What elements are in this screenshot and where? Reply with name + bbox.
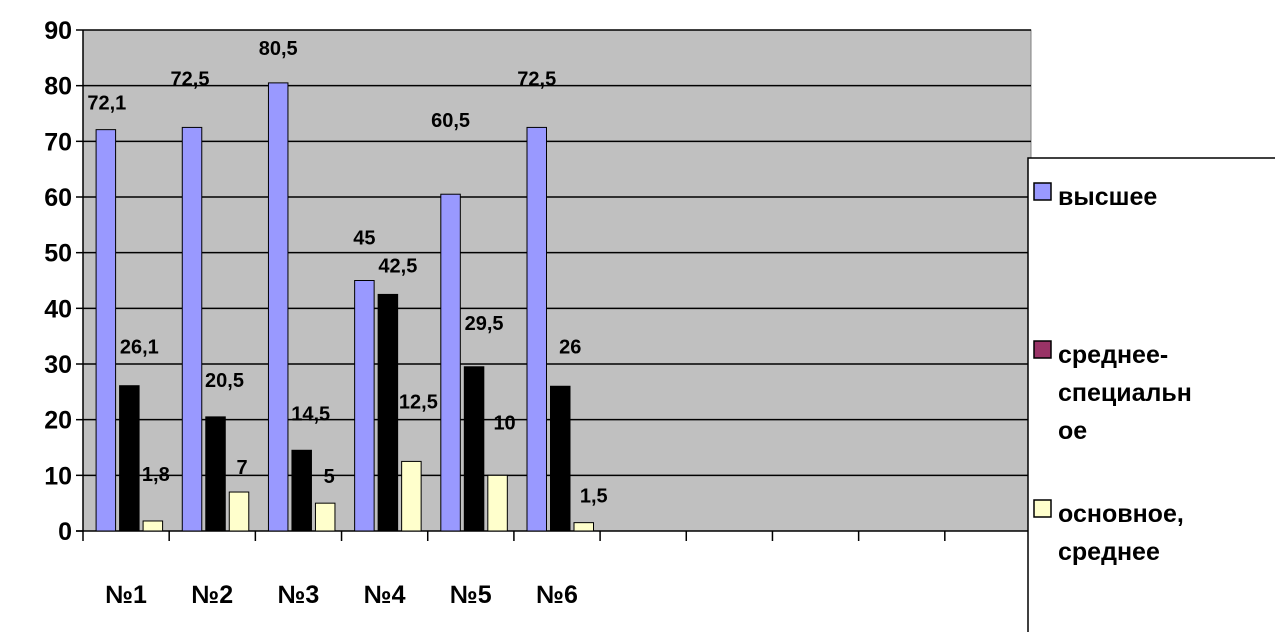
bar [573,522,594,532]
x-tick-label: №3 [278,581,320,609]
data-label: 45 [353,228,375,250]
bar [267,82,289,532]
bar [95,129,117,532]
bar [526,126,547,532]
y-tick-label: 80 [44,73,72,101]
y-tick-label: 50 [44,240,72,268]
data-label: 26 [559,336,581,358]
bar [487,474,508,532]
data-label: 26,1 [120,337,159,359]
x-axis: №1 №2 №3 №4 №5 №6 [76,530,1032,609]
data-label: 60,5 [431,110,470,132]
bar [181,126,203,532]
y-tick-label: 60 [44,184,72,212]
legend-label: основное, [1058,500,1184,528]
x-tick-label: №4 [364,581,406,609]
data-label: 10 [493,412,515,434]
bar [354,280,375,532]
data-label: 72,5 [171,68,210,90]
data-label: 72,1 [87,93,126,115]
y-tick-label: 40 [44,295,72,323]
bar [228,491,250,532]
legend-swatch [1033,499,1052,518]
bar [377,293,399,532]
y-tick-label: 20 [44,407,72,435]
y-tick-label: 0 [58,518,72,546]
x-tick-label: №5 [450,581,492,609]
bar [205,416,226,532]
data-label: 42,5 [378,255,417,277]
bar [401,460,422,532]
legend-label: среднее- [1058,341,1168,369]
y-tick-label: 30 [44,351,72,379]
x-tick-label: №2 [191,581,233,609]
data-label: 20,5 [205,370,244,392]
legend: высшее среднее-специальн ое основное, средне… [1027,157,1275,632]
data-label: 5 [324,466,335,488]
bar [291,449,312,532]
data-label: 29,5 [465,313,504,335]
legend-label: специальн [1058,379,1192,407]
legend-box [1027,157,1275,632]
x-tick-label: №1 [105,581,147,609]
data-label: 72,5 [517,68,556,90]
data-labels: 72,1 72,5 80,5 45 60,5 72,5 26,1 20,5 14,5 42,5 29… [87,38,607,508]
data-label: 12,5 [399,391,438,413]
gridlines [83,29,1031,477]
legend-label: высшее [1058,183,1157,211]
y-axis: 0 10 20 30 40 50 60 70 80 90 [44,17,84,546]
y-tick-label: 90 [44,17,72,45]
bar [550,385,571,532]
bar [119,385,140,532]
bars [95,82,594,532]
data-label: 1,8 [142,464,170,486]
legend-label: среднее [1058,538,1160,566]
data-label: 80,5 [259,38,298,60]
y-tick-label: 70 [44,128,72,156]
x-tick-label: №6 [536,581,578,609]
bar [463,366,485,532]
bar [142,520,164,532]
data-label: 1,5 [580,486,608,508]
data-label: 7 [236,457,247,479]
bar [314,502,336,532]
legend-label: ое [1058,417,1087,445]
bar [440,193,461,532]
y-tick-label: 10 [44,462,72,490]
legend-swatch [1033,340,1052,359]
data-label: 14,5 [291,403,330,425]
legend-swatch [1033,182,1052,201]
